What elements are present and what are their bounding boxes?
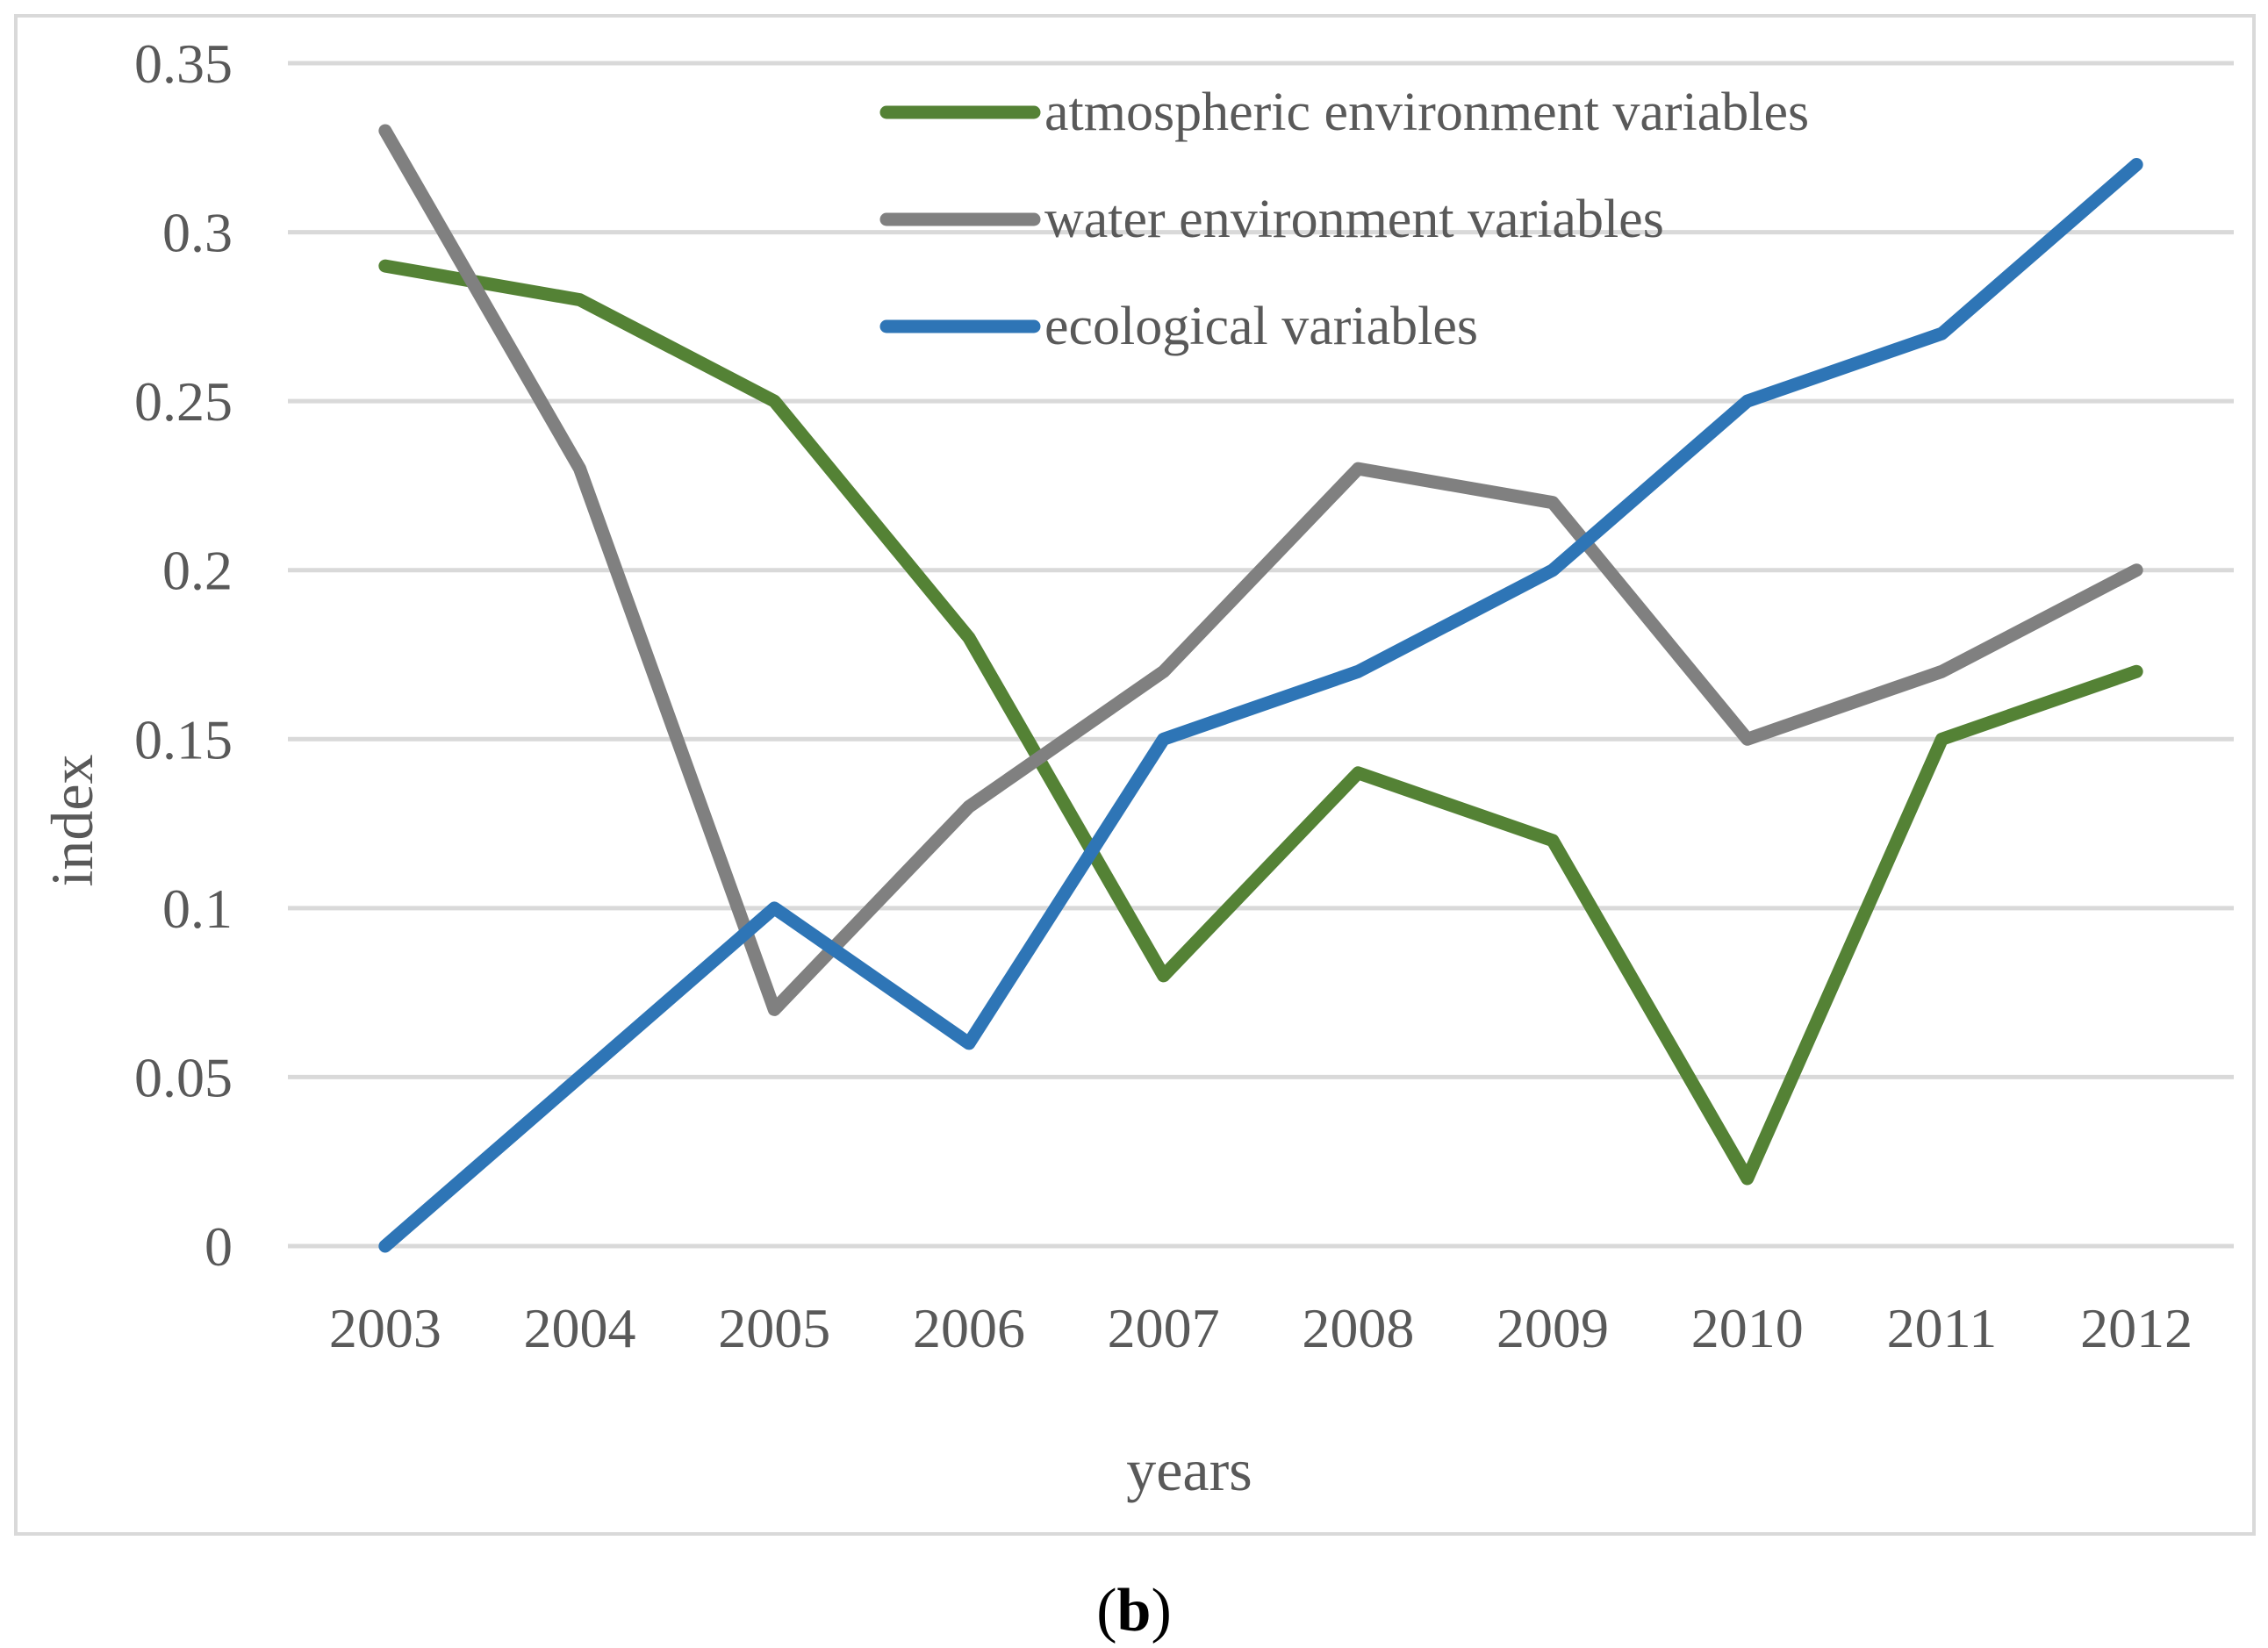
series-lines [378, 124, 2143, 1253]
x-tick-label: 2011 [1887, 1297, 1998, 1359]
x-tick-label: 2012 [2080, 1297, 2193, 1359]
y-tick-label: 0.25 [134, 370, 233, 433]
figure-caption: (b) [1096, 1577, 1172, 1644]
y-tick-label: 0.3 [162, 202, 233, 264]
caption-close-paren: ) [1151, 1577, 1171, 1644]
legend-label: water environment variables [1044, 190, 1664, 249]
series-line [378, 124, 2143, 1016]
y-axis-ticks: 0 0.05 0.1 0.15 0.2 0.25 0.3 0.35 [134, 32, 233, 1278]
caption-open-paren: ( [1096, 1577, 1116, 1644]
series-line [378, 259, 2143, 1186]
y-tick-label: 0.35 [134, 32, 233, 95]
series-line [378, 158, 2143, 1253]
x-axis-title: years [1126, 1437, 1252, 1503]
y-tick-label: 0 [205, 1215, 233, 1278]
x-tick-label: 2008 [1302, 1297, 1414, 1359]
x-tick-label: 2004 [524, 1297, 636, 1359]
caption-letter: b [1117, 1577, 1152, 1644]
x-axis-ticks: 2003 2004 2005 2006 2007 2008 2009 2010 2011 2012 [329, 1297, 2193, 1359]
x-tick-label: 2006 [913, 1297, 1025, 1359]
y-tick-label: 0.1 [162, 878, 233, 940]
y-tick-label: 0.2 [162, 540, 233, 602]
x-tick-label: 2003 [329, 1297, 441, 1359]
y-tick-label: 0.05 [134, 1046, 233, 1108]
x-tick-label: 2009 [1496, 1297, 1609, 1359]
y-tick-label: 0.15 [134, 708, 233, 770]
x-tick-label: 2007 [1108, 1297, 1220, 1359]
x-tick-label: 2005 [718, 1297, 830, 1359]
legend: atmospheric environment variables water e… [879, 82, 1809, 356]
x-tick-label: 2010 [1691, 1297, 1804, 1359]
legend-label: ecological variables [1044, 297, 1478, 356]
y-axis-title: index [39, 754, 105, 886]
legend-label: atmospheric environment variables [1044, 82, 1809, 142]
